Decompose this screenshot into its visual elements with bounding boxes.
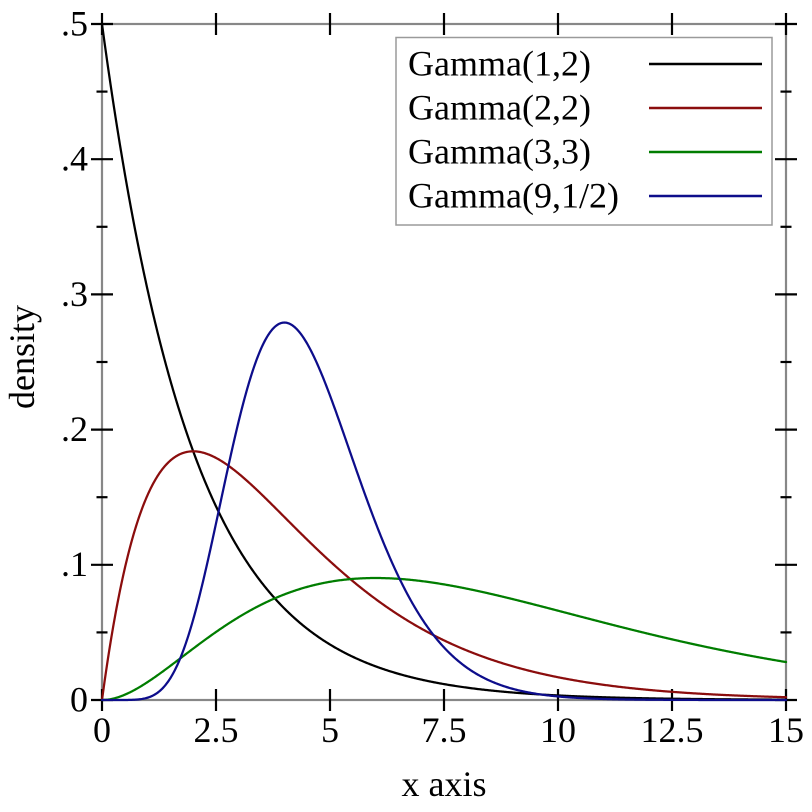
svg-text:x axis: x axis [402,764,487,804]
svg-text:density: density [2,305,42,409]
svg-text:7.5: 7.5 [422,710,467,750]
svg-text:Gamma(3,3): Gamma(3,3) [408,131,591,171]
svg-text:2.5: 2.5 [194,710,239,750]
svg-text:0: 0 [70,679,88,719]
svg-text:0: 0 [93,710,111,750]
svg-text:Gamma(9,1/2): Gamma(9,1/2) [408,175,619,215]
svg-text:.1: .1 [61,544,88,584]
svg-text:.4: .4 [61,139,88,179]
svg-text:Gamma(1,2): Gamma(1,2) [408,43,591,83]
svg-text:.3: .3 [61,274,88,314]
svg-text:12.5: 12.5 [641,710,704,750]
svg-text:.5: .5 [61,3,88,43]
svg-text:Gamma(2,2): Gamma(2,2) [408,87,591,127]
svg-text:.2: .2 [61,409,88,449]
svg-text:15: 15 [768,710,804,750]
svg-text:10: 10 [540,710,576,750]
svg-text:5: 5 [321,710,339,750]
